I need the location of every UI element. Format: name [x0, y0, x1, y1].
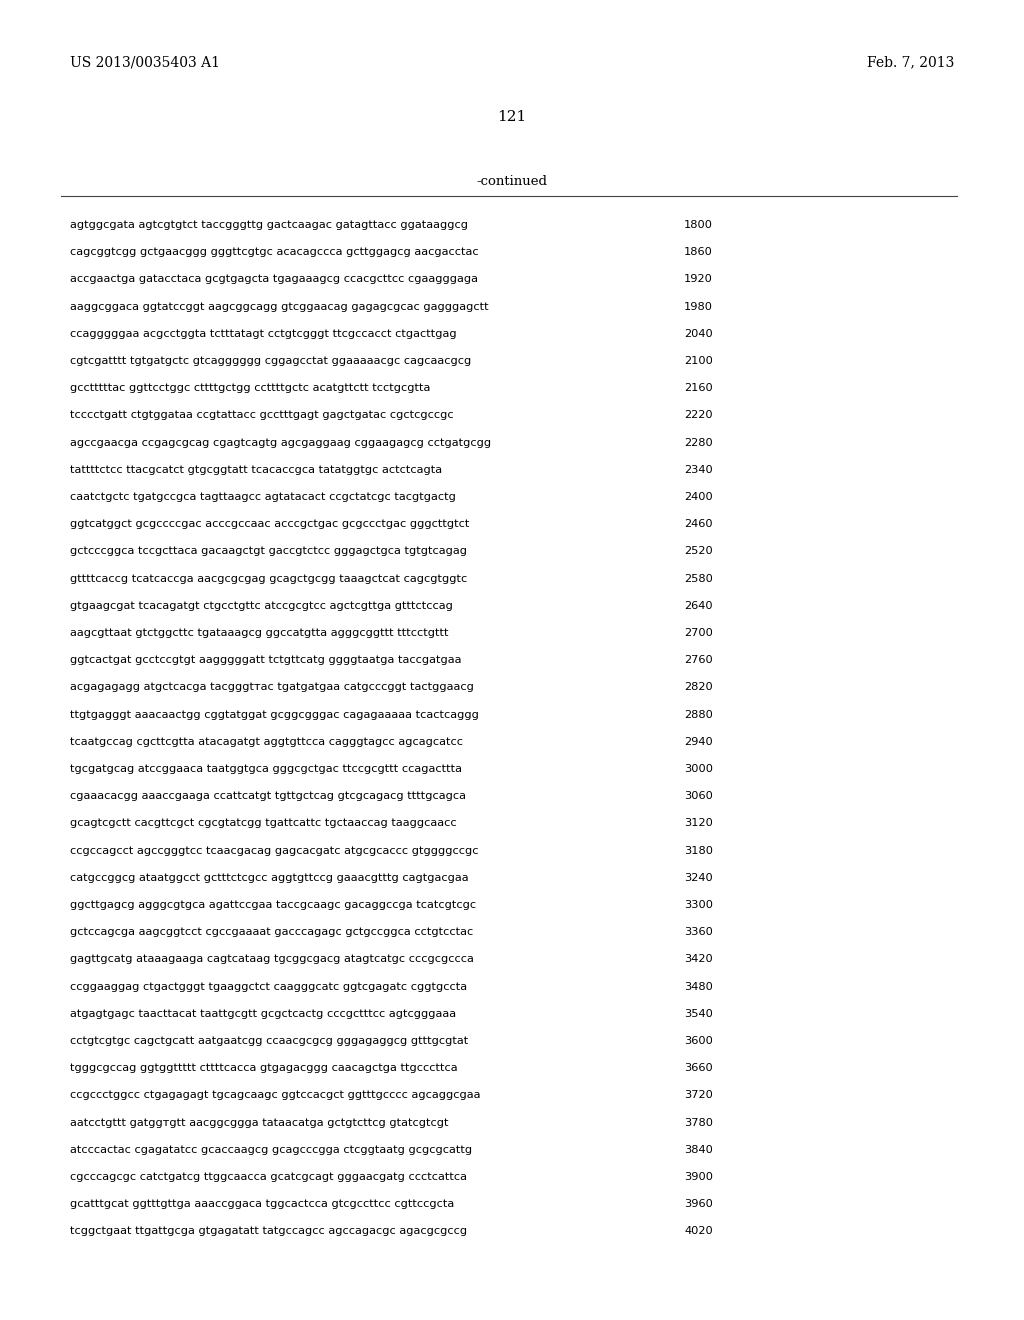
Text: catgccggcg ataatggcct gctttctcgcc aggtgttccg gaaacgtttg cagtgacgaa: catgccggcg ataatggcct gctttctcgcc aggtgt… — [70, 873, 468, 883]
Text: 1980: 1980 — [684, 301, 713, 312]
Text: 2340: 2340 — [684, 465, 713, 475]
Text: cagcggtcgg gctgaacggg gggttcgtgc acacagccca gcttggagcg aacgacctac: cagcggtcgg gctgaacggg gggttcgtgc acacagc… — [70, 247, 478, 257]
Text: 3000: 3000 — [684, 764, 713, 774]
Text: 2640: 2640 — [684, 601, 713, 611]
Text: gttttcaccg tcatcaccga aacgcgcgag gcagctgcgg taaagctcat cagcgtggtc: gttttcaccg tcatcaccga aacgcgcgag gcagctg… — [70, 574, 467, 583]
Text: 3300: 3300 — [684, 900, 713, 909]
Text: ccagggggaa acgcctggta tctttatagt cctgtcgggt ttcgccacct ctgacttgag: ccagggggaa acgcctggta tctttatagt cctgtcg… — [70, 329, 457, 339]
Text: 2820: 2820 — [684, 682, 713, 693]
Text: gcagtcgctt cacgttcgct cgcgtatcgg tgattcattc tgctaaccag taaggcaacc: gcagtcgctt cacgttcgct cgcgtatcgg tgattca… — [70, 818, 457, 829]
Text: 3120: 3120 — [684, 818, 713, 829]
Text: cgtcgatttt tgtgatgctc gtcagggggg cggagcctat ggaaaaacgc cagcaacgcg: cgtcgatttt tgtgatgctc gtcagggggg cggagcc… — [70, 356, 471, 366]
Text: Feb. 7, 2013: Feb. 7, 2013 — [867, 55, 954, 69]
Text: tcggctgaat ttgattgcga gtgagatatt tatgccagcc agccagacgc agacgcgccg: tcggctgaat ttgattgcga gtgagatatt tatgcca… — [70, 1226, 467, 1237]
Text: 2100: 2100 — [684, 356, 713, 366]
Text: gcatttgcat ggtttgttga aaaccggaca tggcactcca gtcgccttcc cgttccgcta: gcatttgcat ggtttgttga aaaccggaca tggcact… — [70, 1199, 454, 1209]
Text: 2040: 2040 — [684, 329, 713, 339]
Text: aagcgttaat gtctggcttc tgataaagcg ggccatgtta agggcggttt tttcctgttt: aagcgttaat gtctggcttc tgataaagcg ggccatg… — [70, 628, 449, 638]
Text: ggtcactgat gcctccgtgt aagggggatt tctgttcatg ggggtaatga taccgatgaa: ggtcactgat gcctccgtgt aagggggatt tctgttc… — [70, 655, 461, 665]
Text: 4020: 4020 — [684, 1226, 713, 1237]
Text: ccggaaggag ctgactgggt tgaaggctct caagggcatc ggtcgagatc cggtgccta: ccggaaggag ctgactgggt tgaaggctct caagggc… — [70, 982, 467, 991]
Text: atgagtgagc taacttacat taattgcgtt gcgctcactg cccgctttcc agtcgggaaa: atgagtgagc taacttacat taattgcgtt gcgctca… — [70, 1008, 456, 1019]
Text: aatcctgttt gatggтgtt aacggcggga tataacatga gctgtcttcg gtatcgtcgt: aatcctgttt gatggтgtt aacggcggga tataacat… — [70, 1118, 449, 1127]
Text: cgaaacacgg aaaccgaaga ccattcatgt tgttgctcag gtcgcagacg ttttgcagca: cgaaacacgg aaaccgaaga ccattcatgt tgttgct… — [70, 791, 466, 801]
Text: 2400: 2400 — [684, 492, 713, 502]
Text: 2460: 2460 — [684, 519, 713, 529]
Text: cgcccagcgc catctgatcg ttggcaacca gcatcgcagt gggaacgatg ccctcattca: cgcccagcgc catctgatcg ttggcaacca gcatcgc… — [70, 1172, 467, 1181]
Text: accgaactga gatacctaca gcgtgagcta tgagaaagcg ccacgcttcc cgaagggaga: accgaactga gatacctaca gcgtgagcta tgagaaa… — [70, 275, 477, 284]
Text: 2700: 2700 — [684, 628, 713, 638]
Text: 2880: 2880 — [684, 710, 713, 719]
Text: ccgccagcct agccgggtcc tcaacgacag gagcacgatc atgcgcaccc gtggggccgc: ccgccagcct agccgggtcc tcaacgacag gagcacg… — [70, 846, 478, 855]
Text: 1920: 1920 — [684, 275, 713, 284]
Text: 3780: 3780 — [684, 1118, 713, 1127]
Text: 3540: 3540 — [684, 1008, 713, 1019]
Text: gctcccggca tccgcttaca gacaagctgt gaccgtctcc gggagctgca tgtgtcagag: gctcccggca tccgcttaca gacaagctgt gaccgtc… — [70, 546, 467, 557]
Text: 3960: 3960 — [684, 1199, 713, 1209]
Text: ttgtgagggt aaacaactgg cggtatggat gcggcgggac cagagaaaaa tcactcaggg: ttgtgagggt aaacaactgg cggtatggat gcggcgg… — [70, 710, 478, 719]
Text: agtggcgata agtcgtgtct taccgggttg gactcaagac gatagttacc ggataaggcg: agtggcgata agtcgtgtct taccgggttg gactcaa… — [70, 220, 468, 230]
Text: 3600: 3600 — [684, 1036, 713, 1045]
Text: 3900: 3900 — [684, 1172, 713, 1181]
Text: 2580: 2580 — [684, 574, 713, 583]
Text: caatctgctc tgatgccgca tagttaagcc agtatacact ccgctatcgc tacgtgactg: caatctgctc tgatgccgca tagttaagcc agtatac… — [70, 492, 456, 502]
Text: tcaatgccag cgcttcgtta atacagatgt aggtgttcca cagggtagcc agcagcatcc: tcaatgccag cgcttcgtta atacagatgt aggtgtt… — [70, 737, 463, 747]
Text: tgggcgccag ggtggttttt cttttcacca gtgagacggg caacagctga ttgcccttca: tgggcgccag ggtggttttt cttttcacca gtgagac… — [70, 1063, 458, 1073]
Text: ggcttgagcg agggcgtgca agattccgaa taccgcaagc gacaggccga tcatcgtcgc: ggcttgagcg agggcgtgca agattccgaa taccgca… — [70, 900, 476, 909]
Text: 2940: 2940 — [684, 737, 713, 747]
Text: 3720: 3720 — [684, 1090, 713, 1101]
Text: 3360: 3360 — [684, 927, 713, 937]
Text: 3240: 3240 — [684, 873, 713, 883]
Text: ccgcсctggcc ctgagagagt tgcagcaagc ggtccacgct ggtttgcccc agcaggcgaa: ccgcсctggcc ctgagagagt tgcagcaagc ggtcca… — [70, 1090, 480, 1101]
Text: -continued: -continued — [476, 176, 548, 187]
Text: 3180: 3180 — [684, 846, 713, 855]
Text: tgcgatgcag atccggaaca taatggtgca gggcgctgac ttccgcgttt ccagacttta: tgcgatgcag atccggaaca taatggtgca gggcgct… — [70, 764, 462, 774]
Text: 3660: 3660 — [684, 1063, 713, 1073]
Text: 2520: 2520 — [684, 546, 713, 557]
Text: atcccactac cgagatatcc gcaccaagcg gcagcccgga ctcggtaatg gcgcgcattg: atcccactac cgagatatcc gcaccaagcg gcagccc… — [70, 1144, 472, 1155]
Text: 3480: 3480 — [684, 982, 713, 991]
Text: US 2013/0035403 A1: US 2013/0035403 A1 — [70, 55, 219, 69]
Text: agccgaacga ccgagcgcag cgagtcagtg agcgaggaag cggaagagcg cctgatgcgg: agccgaacga ccgagcgcag cgagtcagtg agcgagg… — [70, 438, 490, 447]
Text: 2760: 2760 — [684, 655, 713, 665]
Text: ggtcatggct gcgccccgac acccgccaac acccgctgac gcgccctgac gggcttgtct: ggtcatggct gcgccccgac acccgccaac acccgct… — [70, 519, 469, 529]
Text: aaggcggaca ggtatccggt aagcggcagg gtcggaacag gagagcgcac gagggagctt: aaggcggaca ggtatccggt aagcggcagg gtcggaa… — [70, 301, 488, 312]
Text: 3840: 3840 — [684, 1144, 713, 1155]
Text: 1860: 1860 — [684, 247, 713, 257]
Text: cctgtcgtgc cagctgcatt aatgaatcgg ccaacgcgcg gggagaggcg gtttgcgtat: cctgtcgtgc cagctgcatt aatgaatcgg ccaacgc… — [70, 1036, 468, 1045]
Text: tattttctcc ttacgcatct gtgcggtatt tcacaccgca tatatggtgc actctcagta: tattttctcc ttacgcatct gtgcggtatt tcacacc… — [70, 465, 441, 475]
Text: 121: 121 — [498, 110, 526, 124]
Text: gctccagcga aagcggtcct cgccgaaaat gacccagagc gctgccggca cctgtcctac: gctccagcga aagcggtcct cgccgaaaat gacccag… — [70, 927, 473, 937]
Text: gcctttttac ggttcctggc cttttgctgg ccttttgctc acatgttctt tcctgcgtta: gcctttttac ggttcctggc cttttgctgg ccttttg… — [70, 383, 430, 393]
Text: gtgaagcgat tcacagatgt ctgcctgttc atccgcgtcc agctcgttga gtttctccag: gtgaagcgat tcacagatgt ctgcctgttc atccgcg… — [70, 601, 453, 611]
Text: 2160: 2160 — [684, 383, 713, 393]
Text: acgagagagg atgctcacga tacgggtтас tgatgatgaa catgcccggt tactggaacg: acgagagagg atgctcacga tacgggtтас tgatgat… — [70, 682, 473, 693]
Text: gagttgcatg ataaagaaga cagtcataag tgcggcgacg atagtcatgc cccgcgccca: gagttgcatg ataaagaaga cagtcataag tgcggcg… — [70, 954, 473, 965]
Text: 1800: 1800 — [684, 220, 713, 230]
Text: 3420: 3420 — [684, 954, 713, 965]
Text: 2220: 2220 — [684, 411, 713, 420]
Text: tcccctgatt ctgtggataa ccgtattacc gcctttgagt gagctgatac cgctcgccgc: tcccctgatt ctgtggataa ccgtattacc gcctttg… — [70, 411, 454, 420]
Text: 3060: 3060 — [684, 791, 713, 801]
Text: 2280: 2280 — [684, 438, 713, 447]
